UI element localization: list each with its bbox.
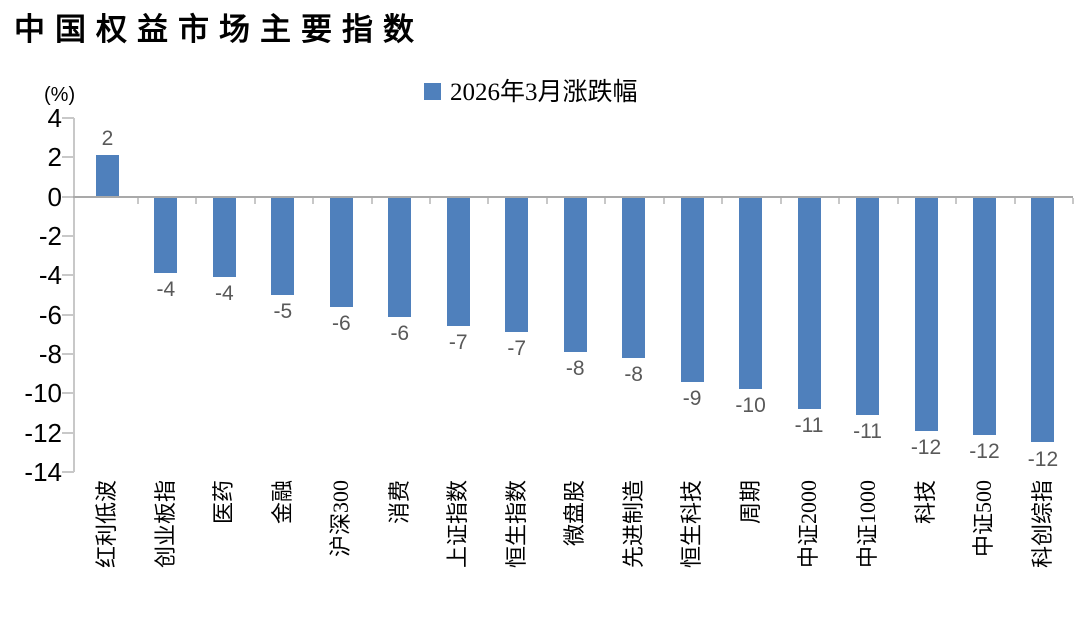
bar-value-label: -7 (448, 331, 468, 355)
zero-axis-tick (1013, 197, 1016, 204)
y-axis-tick (62, 392, 74, 395)
y-axis-tick (62, 235, 74, 237)
category-label: 上证指数 (445, 480, 471, 569)
bar-value-label: 2 (101, 127, 114, 151)
bar (388, 196, 412, 317)
y-axis-tick (62, 195, 74, 198)
bar (563, 196, 587, 353)
y-axis-tick (62, 117, 74, 119)
y-tick-label: -10 (24, 378, 62, 409)
category-label: 中证500 (971, 480, 997, 558)
y-tick-label: -6 (38, 299, 62, 330)
bar-value-label: -4 (215, 282, 234, 306)
bar-value-label: -11 (794, 414, 824, 438)
y-axis-tick (62, 313, 74, 316)
y-tick-label: 0 (47, 181, 62, 212)
bar-value-label: -12 (910, 435, 942, 459)
y-axis-tick (62, 471, 74, 473)
bar-value-label: -10 (735, 394, 766, 418)
category-label: 消费 (386, 480, 412, 525)
zero-axis-tick (779, 197, 782, 204)
zero-axis-tick (896, 197, 899, 204)
zero-axis-tick (604, 197, 607, 204)
category-label: 周期 (737, 480, 763, 525)
category-label: 沪深300 (328, 480, 354, 558)
y-axis-unit-label: (%) (44, 84, 76, 106)
bar (1031, 196, 1055, 443)
y-tick-label: -8 (38, 339, 62, 369)
y-tick-label: 2 (47, 142, 62, 173)
bar (212, 196, 236, 278)
zero-axis-tick (487, 197, 490, 204)
chart-title: 中国权益市场主要指数 (14, 12, 424, 47)
category-label: 先进制造 (620, 480, 646, 569)
category-label: 恒生科技 (679, 480, 705, 569)
bar-value-label: -11 (853, 419, 882, 443)
zero-axis-tick (370, 197, 373, 204)
bar-value-label: -9 (682, 386, 702, 410)
y-tick-label: -2 (38, 221, 62, 251)
zero-axis-tick (545, 197, 548, 204)
bar (914, 196, 938, 431)
bar (856, 196, 880, 415)
bar-value-label: -7 (507, 337, 527, 361)
bar-value-label: -6 (390, 321, 410, 345)
bar-value-label: -6 (331, 311, 351, 335)
legend-swatch-icon (424, 82, 441, 100)
y-axis-tick (62, 274, 74, 277)
zero-axis-tick (136, 197, 139, 204)
zero-axis-tick (838, 197, 841, 204)
bar-value-label: -4 (156, 278, 176, 302)
category-label: 恒生指数 (503, 480, 529, 569)
category-label: 微盘股 (562, 480, 588, 547)
category-label: 科技 (913, 480, 938, 525)
bar (680, 196, 704, 382)
bar (622, 196, 646, 358)
zero-axis-tick (253, 197, 256, 204)
y-tick-label: 4 (47, 103, 62, 133)
y-axis-tick (62, 431, 74, 434)
bar-value-label: -12 (1027, 447, 1059, 471)
category-label: 中证1000 (854, 480, 880, 569)
zero-axis-tick (721, 197, 724, 204)
y-tick-label: -12 (24, 417, 62, 448)
bar-value-label: -8 (624, 362, 643, 386)
bar (154, 196, 178, 274)
bar (505, 196, 529, 333)
category-label: 金融 (269, 480, 295, 525)
category-label: 中证2000 (796, 480, 822, 569)
zero-axis-line (73, 195, 1073, 198)
legend: 2026年3月涨跌幅 (424, 72, 638, 108)
zero-axis-tick (195, 197, 198, 204)
zero-axis-tick (312, 197, 315, 204)
y-tick-label: -14 (24, 457, 62, 487)
bar (271, 196, 295, 295)
category-label: 红利低波 (94, 480, 120, 569)
category-label: 医药 (211, 480, 237, 525)
bar (797, 196, 821, 410)
zero-axis-tick (429, 197, 432, 204)
bar (95, 155, 119, 197)
category-label: 科创综指 (1029, 480, 1055, 569)
category-label: 创业板指 (152, 480, 178, 569)
zero-axis-tick (1072, 197, 1075, 204)
bar-value-label: -8 (565, 357, 585, 381)
y-tick-label: -4 (38, 260, 62, 291)
zero-axis-tick (955, 197, 958, 204)
bar-value-label: -5 (273, 300, 293, 323)
y-axis-tick (62, 353, 74, 355)
bar (739, 196, 763, 390)
bar (329, 196, 353, 307)
bar (972, 196, 996, 435)
bar-value-label: -12 (969, 439, 1000, 463)
legend-label: 2026年3月涨跌幅 (450, 79, 638, 106)
zero-axis-tick (662, 197, 665, 204)
y-axis-tick (62, 156, 74, 159)
y-axis-line (73, 118, 75, 472)
bar (446, 196, 470, 327)
